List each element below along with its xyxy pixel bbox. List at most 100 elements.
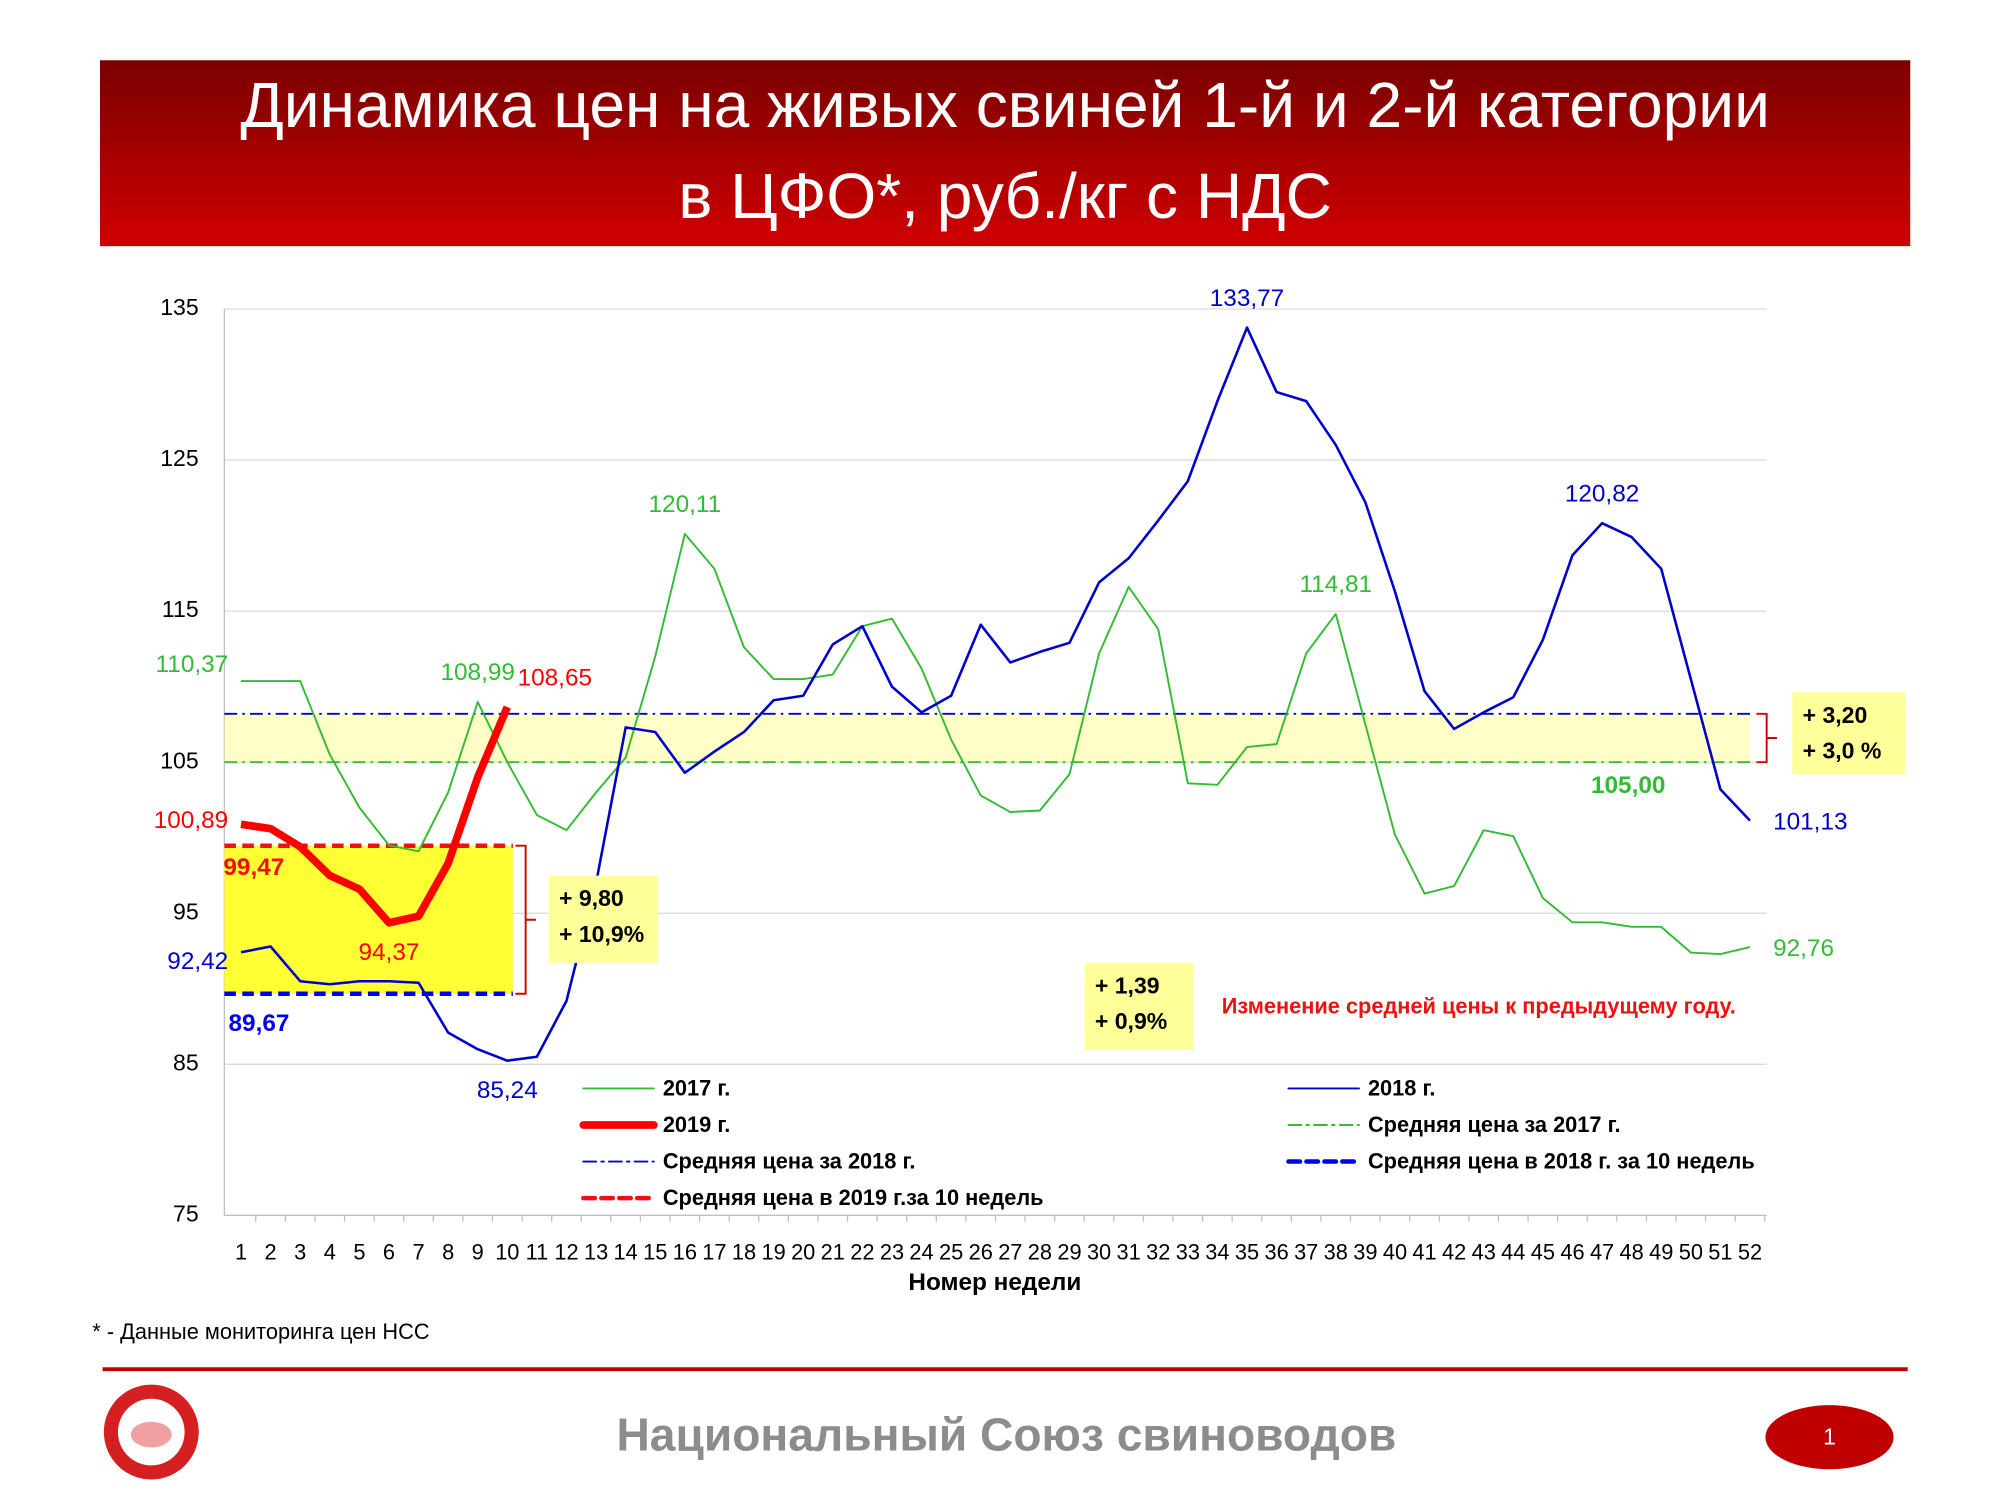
reference-label: 99,47	[223, 854, 284, 881]
x-tick-label: 40	[1383, 1240, 1407, 1265]
x-tick-label: 35	[1235, 1240, 1259, 1265]
data-label: 114,81	[1299, 571, 1372, 598]
x-tick-label: 20	[791, 1240, 815, 1265]
data-label: 85,24	[477, 1077, 538, 1104]
x-tick-label: 22	[850, 1240, 874, 1265]
legend-label: Средняя цена в 2018 г. за 10 недель	[1368, 1149, 1755, 1174]
x-tick-label: 27	[998, 1240, 1022, 1265]
x-tick-label: 36	[1264, 1240, 1288, 1265]
x-tick-label: 31	[1117, 1240, 1141, 1265]
annotation: + 0,9%	[1095, 1008, 1167, 1034]
annotation: + 3,20	[1803, 702, 1868, 728]
annotation: + 10,9%	[559, 921, 644, 947]
footnote: * - Данные мониторинга цен НСС	[92, 1319, 429, 1344]
reference-label: 105,00	[1591, 772, 1665, 799]
y-tick-label: 125	[160, 445, 198, 471]
page-badge	[1765, 1405, 1894, 1470]
annotation-box	[1084, 962, 1194, 1050]
x-tick-label: 52	[1738, 1240, 1762, 1265]
y-tick-label: 105	[160, 747, 198, 773]
x-tick-label: 48	[1620, 1240, 1644, 1265]
x-tick-label: 25	[939, 1240, 963, 1265]
x-tick-label: 50	[1679, 1240, 1703, 1265]
x-tick-label: 9	[472, 1240, 484, 1265]
y-tick-label: 115	[162, 596, 199, 622]
annotation: + 9,80	[559, 885, 624, 911]
legend-label: Средняя цена за 2017 г.	[1368, 1112, 1621, 1137]
x-tick-label: 39	[1353, 1240, 1377, 1265]
x-tick-label: 32	[1146, 1240, 1170, 1265]
legend-label: 2017 г.	[663, 1075, 730, 1100]
legend-label: Средняя цена за 2018 г.	[663, 1149, 916, 1174]
y-tick-label: 135	[160, 294, 198, 320]
data-label: 133,77	[1210, 285, 1284, 312]
x-tick-label: 13	[584, 1240, 608, 1265]
x-tick-label: 8	[442, 1240, 454, 1265]
data-label: 110,37	[156, 651, 229, 678]
data-label: 120,82	[1565, 480, 1639, 507]
x-tick-label: 49	[1649, 1240, 1673, 1265]
bracket	[515, 844, 536, 995]
logo	[103, 1384, 199, 1480]
highlight-band	[224, 713, 1750, 763]
data-label: 108,65	[518, 664, 592, 691]
data-label: 92,42	[167, 948, 228, 975]
x-tick-label: 15	[643, 1240, 667, 1265]
x-tick-label: 26	[969, 1240, 993, 1265]
x-tick-label: 16	[673, 1240, 697, 1265]
x-tick-label: 21	[821, 1240, 845, 1265]
chart-title: в ЦФО*, руб./кг с НДС	[678, 160, 1331, 232]
x-tick-label: 12	[554, 1240, 578, 1265]
x-tick-label: 14	[614, 1240, 638, 1265]
data-label: 120,11	[649, 491, 722, 518]
y-tick-label: 75	[173, 1200, 199, 1226]
x-tick-label: 11	[526, 1240, 549, 1265]
x-tick-label: 45	[1531, 1240, 1555, 1265]
x-tick-label: 10	[495, 1240, 519, 1265]
x-tick-label: 37	[1294, 1240, 1318, 1265]
legend-label: Средняя цена в 2019 г.за 10 недель	[663, 1185, 1044, 1210]
series-line	[241, 532, 1751, 955]
x-tick-label: 2	[265, 1240, 277, 1265]
annotation: + 3,0 %	[1803, 738, 1882, 764]
x-tick-label: 19	[761, 1240, 785, 1265]
legend-label: 2019 г.	[663, 1112, 730, 1137]
x-tick-label: 46	[1560, 1240, 1584, 1265]
annotation: + 1,39	[1095, 972, 1160, 998]
x-tick-label: 51	[1708, 1240, 1732, 1265]
x-tick-label: 44	[1501, 1240, 1525, 1265]
x-tick-label: 47	[1590, 1240, 1614, 1265]
x-tick-label: 38	[1324, 1240, 1348, 1265]
data-label: 101,13	[1773, 809, 1847, 836]
annotation-box	[548, 875, 658, 963]
x-tick-label: 42	[1442, 1240, 1466, 1265]
data-label: 108,99	[440, 659, 514, 686]
x-tick-label: 24	[909, 1240, 933, 1265]
page-number: 1	[1823, 1424, 1836, 1450]
title-banner	[100, 60, 1911, 247]
x-tick-label: 41	[1412, 1240, 1436, 1265]
x-tick-label: 18	[732, 1240, 756, 1265]
x-tick-label: 4	[324, 1240, 336, 1265]
x-axis-label: Номер недели	[908, 1269, 1081, 1296]
x-tick-label: 1	[235, 1240, 247, 1265]
y-tick-label: 85	[173, 1049, 199, 1075]
annotation: Изменение средней цены к предыдущему год…	[1222, 993, 1736, 1018]
x-tick-label: 3	[294, 1240, 306, 1265]
highlight-box	[224, 845, 513, 994]
x-tick-label: 28	[1028, 1240, 1052, 1265]
x-tick-label: 5	[353, 1240, 365, 1265]
x-tick-label: 34	[1205, 1240, 1229, 1265]
x-tick-label: 7	[412, 1240, 424, 1265]
footer-organization: Национальный Союз свиноводов	[616, 1409, 1396, 1461]
series-line	[240, 705, 511, 927]
data-label: 92,76	[1773, 935, 1834, 962]
x-tick-label: 43	[1472, 1240, 1496, 1265]
bracket	[1756, 712, 1777, 764]
annotation-box	[1792, 692, 1906, 775]
reference-label: 89,67	[229, 1010, 290, 1037]
legend-label: 2018 г.	[1368, 1075, 1435, 1100]
series-line	[240, 326, 1751, 1062]
chart-title: Динамика цен на живых свиней 1-й и 2-й к…	[240, 69, 1770, 141]
x-tick-label: 6	[383, 1240, 395, 1265]
